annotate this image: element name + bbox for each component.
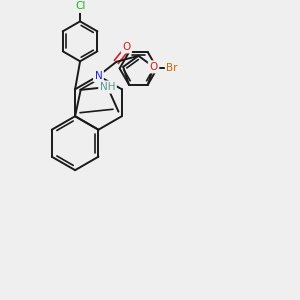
Text: O: O (122, 42, 130, 52)
Text: NH: NH (100, 82, 115, 92)
Text: Cl: Cl (75, 2, 85, 11)
Text: N: N (94, 71, 102, 81)
Text: O: O (149, 62, 158, 72)
Text: Br: Br (167, 63, 178, 74)
